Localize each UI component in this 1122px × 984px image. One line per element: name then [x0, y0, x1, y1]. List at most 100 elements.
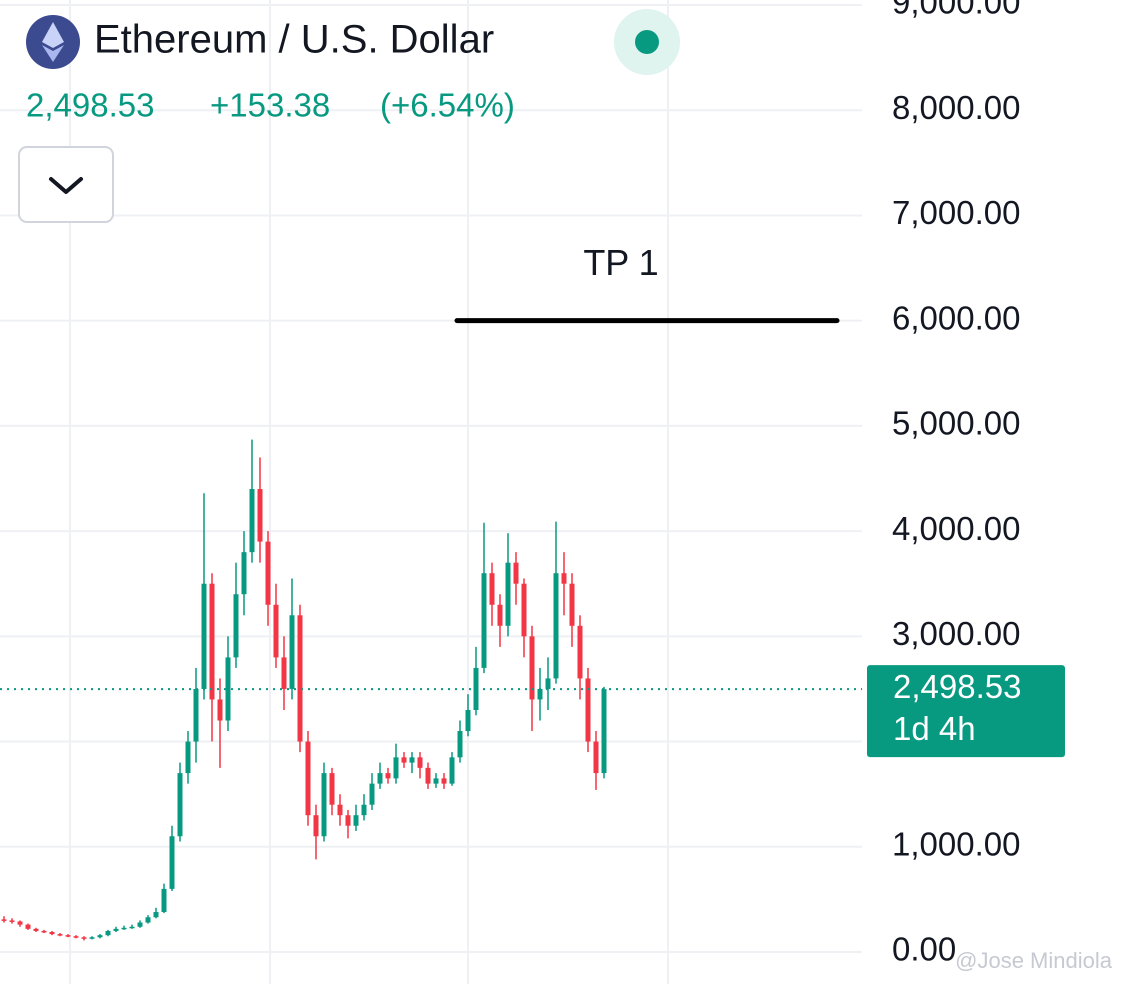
change-percent: (+6.54%)	[380, 87, 515, 124]
candle-body	[33, 928, 39, 931]
candle-body	[497, 604, 503, 626]
candle-body	[465, 709, 471, 732]
dropdown-button[interactable]	[18, 146, 114, 223]
last-price-label: 2,498.53	[893, 668, 1021, 705]
candle-body	[377, 773, 383, 784]
candle-body	[305, 741, 311, 816]
candle-body	[297, 615, 303, 742]
candle-body	[281, 657, 287, 689]
candle-body	[433, 778, 439, 784]
candle-body	[65, 935, 71, 937]
candle-body	[241, 552, 247, 595]
candle-body	[505, 562, 511, 626]
candle-body	[89, 937, 95, 939]
y-tick-label: 3,000.00	[892, 615, 1020, 652]
candle-body	[233, 594, 239, 658]
eth-logo	[42, 22, 64, 48]
candle-body	[97, 935, 103, 938]
candle-body	[41, 930, 47, 933]
price: 2,498.53	[26, 87, 154, 124]
candle-body	[209, 583, 215, 700]
candle-body	[513, 562, 519, 584]
candle-body	[9, 920, 15, 922]
candle-body	[249, 489, 255, 553]
candle-body	[145, 917, 151, 923]
candle-body	[585, 678, 591, 742]
candle-body	[593, 741, 599, 774]
candle-body	[121, 927, 127, 930]
change: +153.38	[210, 87, 330, 124]
y-tick-label: 7,000.00	[892, 194, 1020, 231]
candle-body	[393, 757, 399, 779]
candle-body	[521, 583, 527, 637]
candle-body	[577, 625, 583, 679]
candle-body	[417, 757, 423, 768]
candle-body	[25, 924, 31, 929]
vertical-grid	[69, 0, 669, 984]
candle-body	[449, 757, 455, 784]
candle-body	[409, 757, 415, 763]
candle-body	[1, 919, 7, 921]
candle-body	[601, 689, 607, 774]
candle-body	[17, 921, 23, 925]
candle-body	[537, 688, 543, 700]
y-tick-label: 0.00	[892, 931, 956, 968]
y-tick-label: 9,000.00	[892, 0, 1020, 21]
candle-body	[337, 804, 343, 816]
y-tick-label: 5,000.00	[892, 405, 1020, 442]
y-tick-label: 6,000.00	[892, 299, 1020, 336]
candle-body	[361, 804, 367, 816]
candle-body	[345, 815, 351, 826]
symbol-title: Ethereum / U.S. Dollar	[94, 18, 494, 62]
candle-body	[257, 489, 263, 542]
candle-body	[177, 773, 183, 837]
candle-body	[73, 936, 79, 938]
y-tick-label: 8,000.00	[892, 89, 1020, 126]
candle-body	[529, 636, 535, 700]
candle-body	[153, 912, 159, 918]
candle-body	[57, 934, 63, 936]
candle-body	[193, 688, 199, 742]
candle-body	[481, 573, 487, 668]
candle-body	[169, 836, 175, 889]
candle-body	[129, 926, 135, 929]
candle-body	[217, 699, 223, 721]
candle-body	[161, 888, 167, 913]
candle-body	[321, 773, 327, 837]
candle-body	[545, 678, 551, 689]
candle-body	[369, 783, 375, 805]
candle-body	[329, 773, 335, 805]
candle-body	[353, 815, 359, 826]
candle-body	[425, 767, 431, 784]
candle-body	[561, 573, 567, 584]
candle-body	[569, 583, 575, 626]
candle-body	[137, 922, 143, 927]
candle-body	[185, 741, 191, 774]
candle-body	[457, 731, 463, 758]
chevron	[49, 177, 83, 194]
candle-body	[401, 757, 407, 763]
candles	[1, 439, 607, 941]
candle-body	[553, 573, 559, 679]
y-tick-label: 1,000.00	[892, 825, 1020, 862]
candle-body	[385, 773, 391, 779]
candle-body	[201, 583, 207, 689]
last-price-box	[867, 665, 1065, 758]
target-label: TP 1	[583, 242, 658, 283]
candle-body	[441, 778, 447, 784]
candle-body	[313, 815, 319, 837]
candle-body	[113, 928, 119, 931]
eth-logo	[42, 45, 64, 62]
candle-body	[225, 657, 231, 721]
y-tick-label: 4,000.00	[892, 510, 1020, 547]
grid	[0, 4, 862, 953]
countdown-label: 1d 4h	[893, 710, 976, 747]
overlay: 0.001,000.002,000.003,000.004,000.005,00…	[0, 0, 1065, 968]
candle-body	[289, 615, 295, 689]
watermark: @Jose Mindiola	[955, 948, 1113, 973]
status-dot	[635, 30, 659, 54]
candle-body	[81, 937, 87, 939]
candle-body	[105, 930, 111, 936]
candle-body	[273, 604, 279, 658]
